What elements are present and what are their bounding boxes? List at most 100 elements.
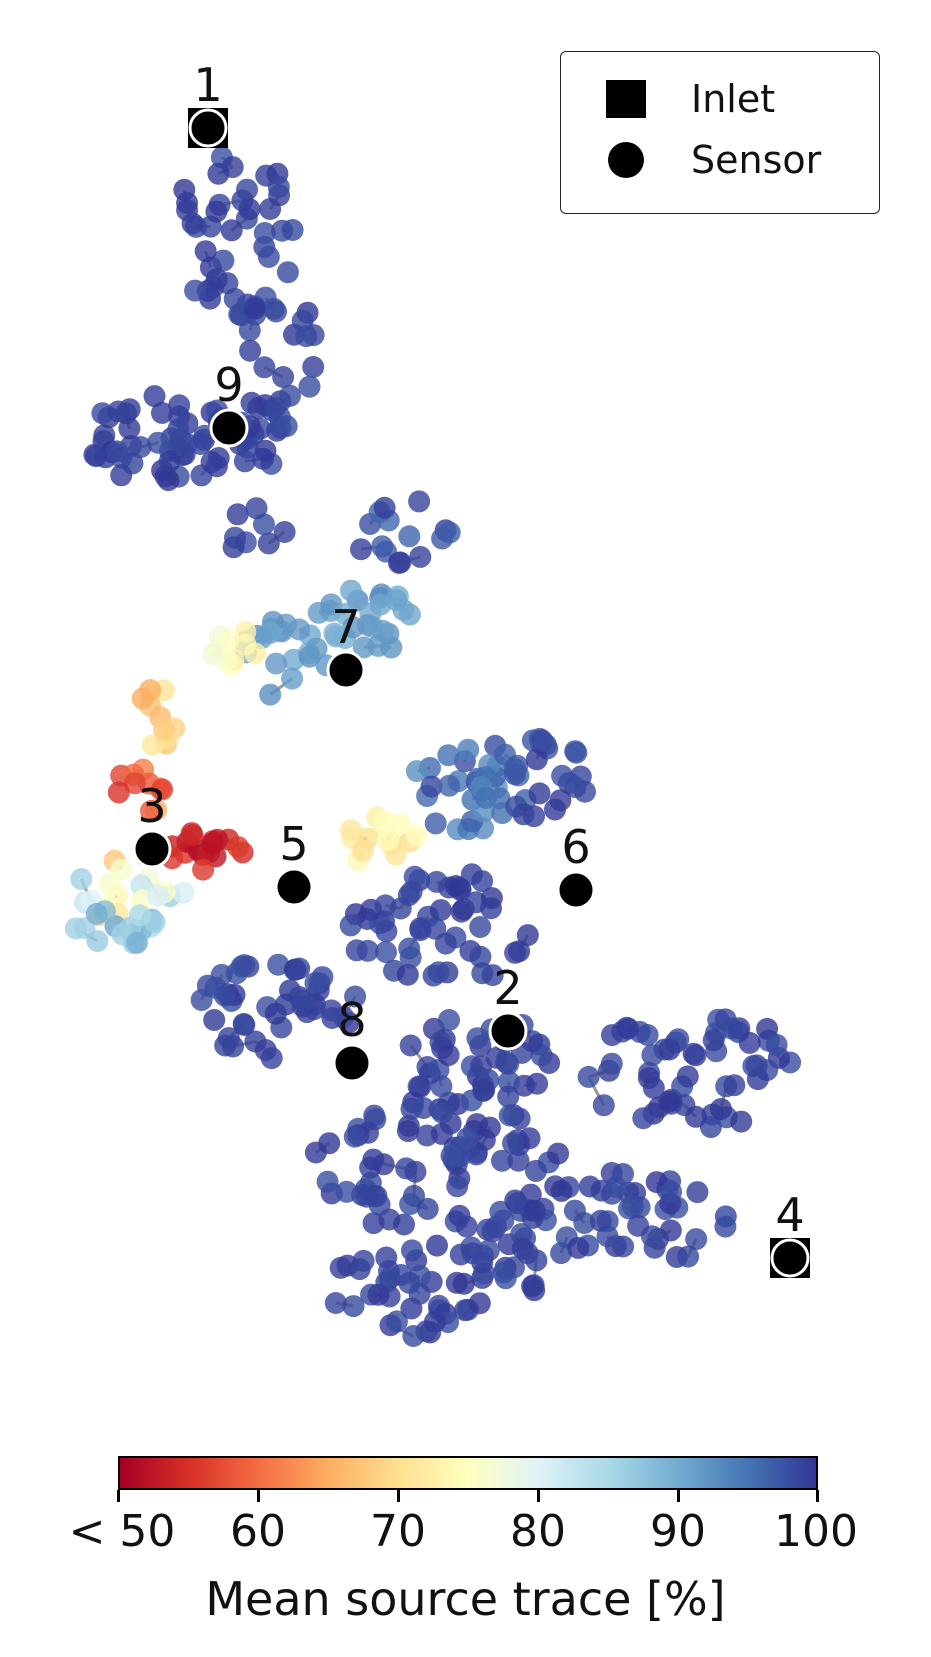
junction-node [521,1206,544,1229]
junction-node [212,249,235,272]
junction-node [388,551,410,574]
junction-node [275,415,298,438]
junction-node [714,1215,737,1238]
junction-node [444,875,467,897]
junction-node [344,985,367,1008]
junction-node [577,1065,600,1088]
junction-node [460,863,483,886]
junction-node [329,1256,352,1279]
junction-node [245,497,268,520]
colorbar-tick-label: 80 [510,1506,566,1557]
junction-node [480,887,503,910]
junction-node [260,1047,283,1070]
junction-node [265,300,287,323]
junction-node [181,212,204,235]
junction-node [677,1245,700,1268]
junction-node [437,744,460,767]
junction-node [339,914,362,937]
sensor-marker-7: 7 [326,600,366,690]
junction-node [567,1236,590,1259]
sensor-circle-icon [488,1011,528,1051]
junction-node [272,366,295,388]
junction-node [324,1292,347,1314]
junction-node [288,957,311,980]
colorbar-tick-label: 100 [774,1506,858,1557]
junction-node [397,1115,420,1137]
junction-node [271,219,294,242]
junction-node [234,633,257,656]
junction-node [399,1193,422,1216]
junction-node [481,964,504,987]
marker-label: 4 [775,1188,804,1242]
junction-node [550,1179,573,1202]
junction-node [518,1127,541,1150]
junction-node [420,775,443,798]
junction-node [172,881,195,904]
colorbar-title: Mean source trace [%] [205,1572,726,1626]
junction-node [424,1310,446,1333]
legend-inlet-label: Inlet [691,77,776,121]
junction-node [253,356,276,379]
junction-node [375,941,397,964]
inlet-square-icon [606,80,646,118]
junction-node [193,428,216,451]
junction-node [375,1246,398,1269]
junction-node [118,417,141,440]
junction-node [181,824,204,847]
junction-node [225,962,248,985]
junction-node [389,897,412,920]
junction-node [497,1053,520,1075]
junction-node [227,836,250,859]
colorbar-tick-label: 60 [230,1506,286,1557]
junction-node [339,819,362,842]
junction-node [257,532,280,555]
junction-node [516,924,539,947]
junction-node [756,1017,779,1040]
junction-node [684,1044,707,1067]
junction-node [400,880,423,903]
junction-node [390,1264,413,1286]
junction-node [83,443,106,466]
junction-node [723,1074,746,1097]
junction-node [408,490,431,513]
junction-node [259,683,282,706]
junction-node [404,1160,427,1183]
junction-node [323,622,346,645]
junction-node [273,521,296,543]
sensor-marker-6: 6 [556,820,596,910]
junction-node [194,240,217,263]
junction-node [377,829,400,852]
junction-node [745,1054,768,1077]
junction-node [492,1261,515,1284]
junction-node [604,1176,627,1198]
junction-node [472,1079,495,1102]
junction-node [765,1033,788,1056]
junction-node [257,245,280,268]
colorbar-tick-label: 90 [650,1506,706,1557]
marker-label: 5 [279,817,308,871]
junction-node [547,1142,570,1165]
junction-node [478,1116,501,1139]
junction-node [243,297,266,320]
junction-node [405,760,428,783]
marker-label: 3 [137,779,166,833]
junction-node [192,858,215,881]
junction-node [107,400,130,423]
junction-node [525,1249,548,1272]
junction-node [221,156,244,179]
junction-node [549,789,572,812]
junction-node [612,1235,635,1258]
junction-node [265,652,288,675]
junction-node [288,618,311,641]
junction-node [151,778,174,801]
junction-node [356,939,379,962]
junction-node [217,628,240,651]
junction-node [129,436,152,458]
junction-node [367,1283,390,1306]
junction-node [455,1215,478,1238]
colorbar [118,1456,818,1490]
junction-node [506,754,529,777]
junction-node [340,579,362,602]
junction-node [259,198,282,220]
junction-node [416,1197,439,1220]
